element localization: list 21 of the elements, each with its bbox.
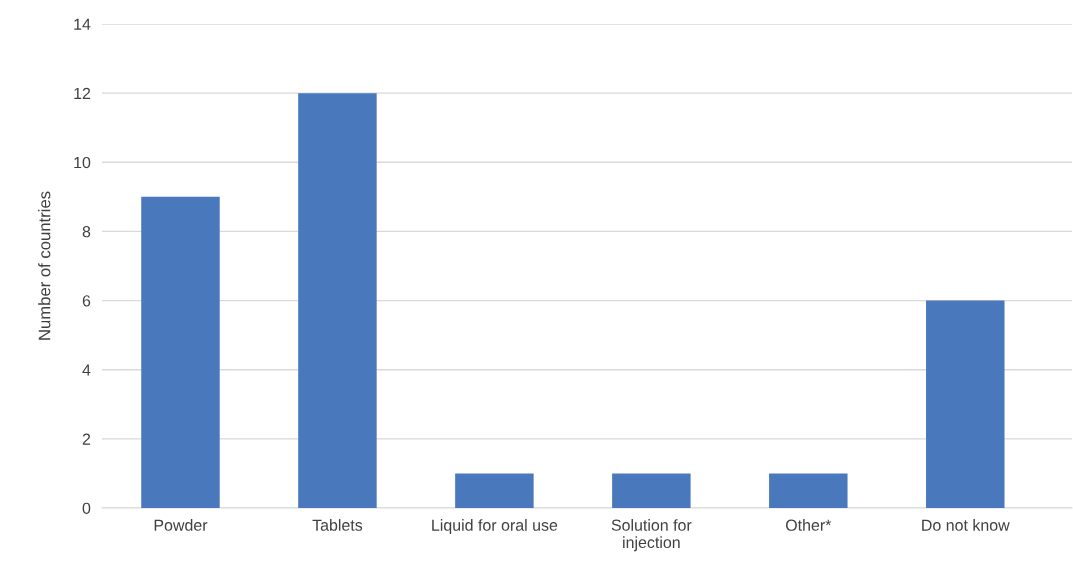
x-tick-label: Tablets [312,519,363,531]
y-tick-label: 12 [74,87,91,99]
y-axis-title: Number of countries [38,191,51,340]
bar [926,300,1005,508]
x-tick-label: Solution for injection [611,519,692,552]
x-tick-label: Liquid for oral use [432,519,558,534]
y-tick-label: 4 [82,364,91,376]
x-tick-label: Do not know [922,519,1010,531]
y-tick-label: 2 [82,433,91,445]
y-tick-label: 0 [82,502,91,514]
bar [455,473,534,508]
bar [141,196,220,508]
y-tick-label: 14 [74,18,91,30]
y-tick-label: 6 [82,295,91,307]
bar [612,473,691,508]
y-tick-label: 8 [82,226,91,238]
bar [298,93,377,508]
x-tick-label: Other* [785,519,832,531]
x-tick-label: Powder [154,519,208,531]
y-tick-label: 10 [74,156,91,169]
bar [769,473,848,508]
